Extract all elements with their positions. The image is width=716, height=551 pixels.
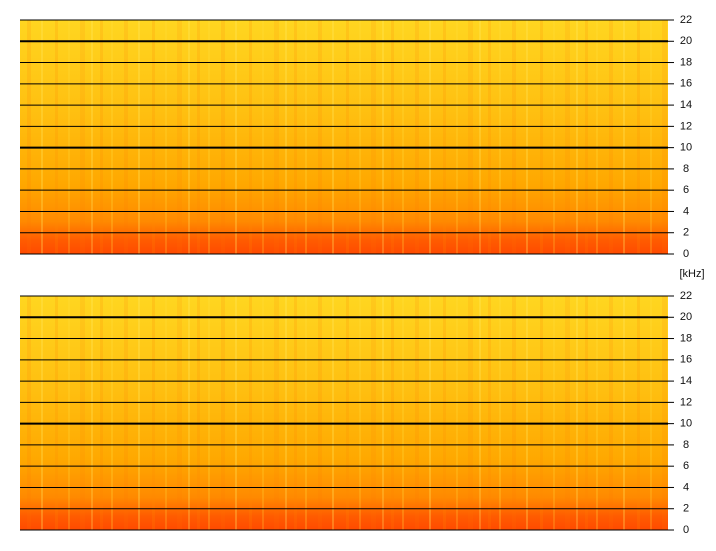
y-tick-label: 18 <box>680 56 692 68</box>
y-tick-label: 6 <box>683 460 689 472</box>
y-tick-label: 2 <box>683 503 689 515</box>
y-tick-label: 8 <box>683 163 689 175</box>
y-tick-label: 20 <box>680 35 692 47</box>
y-tick-label: 18 <box>680 332 692 344</box>
y-tick-label: 12 <box>680 120 692 132</box>
y-tick-label: 22 <box>680 14 692 26</box>
y-tick-label: 20 <box>680 311 692 323</box>
y-tick-label: 10 <box>680 142 692 154</box>
y-tick-label: 0 <box>683 524 689 536</box>
y-tick-label: 6 <box>683 184 689 196</box>
y-tick-label: 14 <box>680 99 692 111</box>
y-tick-label: 10 <box>680 418 692 430</box>
y-tick-label: 12 <box>680 396 692 408</box>
y-tick-label: 22 <box>680 290 692 302</box>
y-tick-label: 4 <box>683 481 689 493</box>
y-tick-label: 16 <box>680 354 692 366</box>
y-tick-label: 4 <box>683 205 689 217</box>
y-tick-label: 2 <box>683 227 689 239</box>
spectrogram-texture <box>20 296 668 530</box>
y-tick-label: 16 <box>680 78 692 90</box>
y-tick-label: 0 <box>683 248 689 260</box>
y-axis-unit: [kHz] <box>679 268 704 280</box>
y-tick-label: 14 <box>680 375 692 387</box>
y-tick-label: 8 <box>683 439 689 451</box>
spectrogram-texture <box>20 20 668 254</box>
